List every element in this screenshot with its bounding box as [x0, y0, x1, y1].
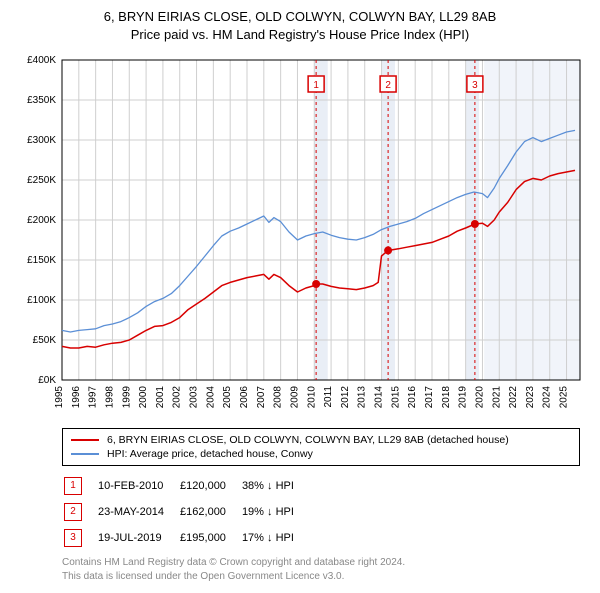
x-tick-label: 2001: [155, 386, 166, 409]
y-tick-label: £150K: [27, 255, 56, 266]
marker-delta: 19% ↓ HPI: [242, 500, 308, 524]
x-tick-label: 2014: [374, 386, 385, 409]
x-tick-label: 2002: [172, 386, 183, 409]
legend-row: 6, BRYN EIRIAS CLOSE, OLD COLWYN, COLWYN…: [71, 433, 571, 447]
marker-row: 2 23-MAY-2014£162,00019% ↓ HPI: [64, 500, 308, 524]
x-tick-label: 1996: [71, 386, 82, 409]
marker-delta: 17% ↓ HPI: [242, 526, 308, 550]
title-line-2: Price paid vs. HM Land Registry's House …: [0, 26, 600, 44]
x-tick-label: 2024: [542, 386, 553, 409]
x-tick-label: 2012: [340, 386, 351, 409]
marker-flag-number: 3: [472, 80, 478, 91]
marker-price: £162,000: [180, 500, 240, 524]
marker-price: £120,000: [180, 474, 240, 498]
y-tick-label: £0K: [38, 375, 56, 386]
x-tick-label: 2016: [407, 386, 418, 409]
marker-number-box: 2: [64, 503, 82, 521]
x-tick-label: 1997: [88, 386, 99, 409]
marker-row: 3 19-JUL-2019£195,00017% ↓ HPI: [64, 526, 308, 550]
footer-line-2: This data is licensed under the Open Gov…: [62, 570, 580, 584]
footer: Contains HM Land Registry data © Crown c…: [62, 556, 580, 583]
marker-point: [471, 220, 479, 228]
x-tick-label: 2006: [239, 386, 250, 409]
x-tick-label: 1995: [54, 386, 65, 409]
y-tick-label: £300K: [27, 135, 56, 146]
y-tick-label: £400K: [27, 55, 56, 66]
marker-flag-number: 1: [313, 80, 319, 91]
title-block: 6, BRYN EIRIAS CLOSE, OLD COLWYN, COLWYN…: [0, 0, 600, 50]
x-tick-label: 2020: [474, 386, 485, 409]
x-tick-label: 2004: [205, 386, 216, 409]
x-tick-label: 2009: [289, 386, 300, 409]
marker-row: 1 10-FEB-2010£120,00038% ↓ HPI: [64, 474, 308, 498]
x-tick-label: 2007: [256, 386, 267, 409]
x-tick-label: 2015: [390, 386, 401, 409]
x-tick-label: 1998: [104, 386, 115, 409]
chart-area: £0K £50K £100K £150K £200K £250K £300K £350K £40…: [0, 50, 600, 420]
x-tick-label: 2023: [525, 386, 536, 409]
y-tick-label: £350K: [27, 95, 56, 106]
y-tick-label: £100K: [27, 295, 56, 306]
marker-delta: 38% ↓ HPI: [242, 474, 308, 498]
marker-number-box: 3: [64, 529, 82, 547]
x-tick-label: 2010: [306, 386, 317, 409]
marker-price: £195,000: [180, 526, 240, 550]
markers-table: 1 10-FEB-2010£120,00038% ↓ HPI 2 23-MAY-201…: [62, 472, 310, 552]
title-line-1: 6, BRYN EIRIAS CLOSE, OLD COLWYN, COLWYN…: [0, 8, 600, 26]
x-tick-label: 2017: [424, 386, 435, 409]
y-tick-label: £250K: [27, 175, 56, 186]
x-tick-label: 2005: [222, 386, 233, 409]
legend-swatch: [71, 453, 99, 455]
marker-point: [384, 247, 392, 255]
x-tick-label: 2008: [273, 386, 284, 409]
x-tick-label: 2013: [357, 386, 368, 409]
legend-swatch: [71, 439, 99, 441]
y-tick-label: £50K: [33, 335, 57, 346]
x-tick-label: 2021: [491, 386, 502, 409]
x-tick-label: 2018: [441, 386, 452, 409]
x-tick-label: 2025: [559, 386, 570, 409]
x-tick-label: 2011: [323, 386, 334, 408]
marker-date: 19-JUL-2019: [98, 526, 178, 550]
footer-line-1: Contains HM Land Registry data © Crown c…: [62, 556, 580, 570]
x-tick-label: 2019: [458, 386, 469, 409]
legend-label: 6, BRYN EIRIAS CLOSE, OLD COLWYN, COLWYN…: [107, 434, 509, 446]
marker-date: 10-FEB-2010: [98, 474, 178, 498]
chart-svg: £0K £50K £100K £150K £200K £250K £300K £350K £40…: [0, 50, 600, 420]
legend: 6, BRYN EIRIAS CLOSE, OLD COLWYN, COLWYN…: [62, 428, 580, 466]
chart-container: 6, BRYN EIRIAS CLOSE, OLD COLWYN, COLWYN…: [0, 0, 600, 583]
marker-point: [312, 280, 320, 288]
marker-number-box: 1: [64, 477, 82, 495]
y-tick-label: £200K: [27, 215, 56, 226]
marker-flag-number: 2: [385, 80, 391, 91]
x-tick-label: 1999: [121, 386, 132, 409]
x-tick-label: 2000: [138, 386, 149, 409]
legend-row: HPI: Average price, detached house, Conw…: [71, 447, 571, 461]
x-tick-label: 2022: [508, 386, 519, 409]
legend-label: HPI: Average price, detached house, Conw…: [107, 448, 313, 460]
marker-date: 23-MAY-2014: [98, 500, 178, 524]
x-tick-label: 2003: [189, 386, 200, 409]
